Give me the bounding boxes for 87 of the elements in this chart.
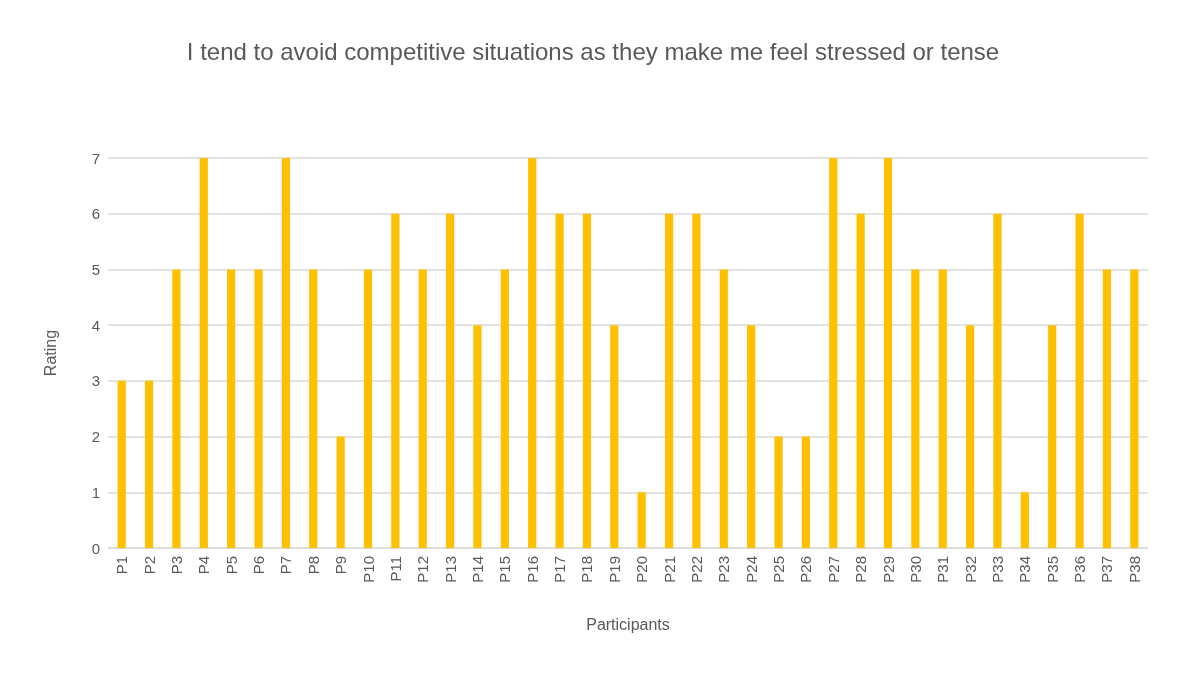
bar (664, 213, 674, 548)
bar (117, 380, 126, 548)
x-tick-label: P1 (113, 556, 131, 575)
y-tick-label: 0 (91, 539, 100, 557)
x-tick-label: P2 (140, 556, 158, 575)
x-tick-label: P24 (742, 556, 760, 583)
y-tick-label: 2 (91, 428, 100, 446)
bar (144, 380, 154, 548)
x-tick-label: P19 (605, 556, 623, 583)
x-tick-label: P32 (961, 556, 979, 583)
x-tick-label: P27 (824, 556, 842, 583)
y-axis-title: Rating (41, 329, 59, 377)
x-tick-label: P14 (468, 556, 486, 583)
x-tick-label: P13 (441, 556, 459, 583)
x-tick-label: P3 (167, 556, 185, 575)
x-tick-label: P28 (852, 556, 870, 583)
y-tick-label: 3 (91, 372, 100, 390)
bar (500, 269, 509, 548)
x-tick-label: P6 (250, 556, 268, 575)
bar (1130, 269, 1139, 548)
x-tick-label: P26 (797, 556, 815, 583)
x-tick-label: P30 (906, 556, 924, 583)
bar (692, 213, 701, 548)
x-tick-label: P10 (359, 556, 377, 583)
bar (555, 213, 564, 548)
bar (993, 213, 1002, 548)
bar (582, 213, 592, 548)
bar (391, 213, 400, 548)
bar (966, 325, 975, 548)
x-tick-label: P9 (332, 556, 350, 575)
y-tick-label: 5 (91, 260, 100, 278)
bar (528, 158, 537, 548)
bar (610, 325, 619, 548)
bar (774, 436, 783, 548)
x-tick-label: P33 (988, 556, 1006, 583)
bar (911, 269, 920, 548)
bar (938, 269, 947, 548)
bar (418, 269, 427, 548)
y-tick-label: 6 (91, 205, 100, 223)
bar (172, 269, 181, 548)
x-tick-label: P17 (551, 556, 569, 583)
bar (883, 158, 893, 548)
bar (637, 492, 646, 548)
x-tick-label: P25 (770, 556, 788, 583)
x-tick-label: P21 (660, 556, 678, 583)
y-tick-label: 1 (91, 483, 100, 501)
x-tick-label: P12 (414, 556, 432, 583)
x-tick-label: P29 (879, 556, 897, 583)
x-tick-label: P11 (386, 556, 404, 582)
bar (473, 325, 482, 548)
x-tick-label: P38 (1125, 556, 1143, 583)
bar (336, 436, 345, 548)
x-tick-label: P7 (277, 556, 295, 575)
x-tick-label: P18 (578, 556, 596, 583)
bar (1075, 213, 1084, 548)
x-tick-label: P20 (633, 556, 651, 583)
x-tick-label: P31 (934, 556, 952, 583)
x-tick-label: P8 (304, 556, 322, 575)
bar (719, 269, 728, 548)
bar (281, 158, 290, 548)
bar (1020, 492, 1029, 548)
bar (309, 269, 318, 548)
x-tick-label: P15 (496, 556, 514, 583)
bar (199, 158, 208, 548)
bar (1102, 269, 1112, 548)
x-tick-label: P16 (523, 556, 541, 583)
x-tick-label: P4 (195, 556, 213, 575)
chart-title: I tend to avoid competitive situations as they make me feel stressed or tense (186, 37, 1000, 65)
x-tick-label: P34 (1016, 556, 1034, 583)
bar (363, 269, 373, 548)
x-tick-label: P23 (715, 556, 733, 583)
x-tick-label: P35 (1043, 556, 1061, 583)
x-tick-label: P5 (222, 556, 240, 575)
bar (747, 325, 756, 548)
bar (1048, 325, 1057, 548)
bar (446, 213, 455, 548)
bar (227, 269, 236, 548)
y-tick-label: 7 (91, 149, 100, 167)
x-tick-label: P22 (687, 556, 705, 583)
bar (856, 213, 865, 548)
bar (829, 158, 838, 548)
x-tick-label: P36 (1071, 556, 1089, 583)
x-tick-label: P37 (1098, 556, 1116, 583)
x-axis-title: Participants (586, 615, 670, 633)
bar (801, 436, 810, 548)
bar (254, 269, 263, 548)
y-tick-label: 4 (91, 316, 100, 334)
